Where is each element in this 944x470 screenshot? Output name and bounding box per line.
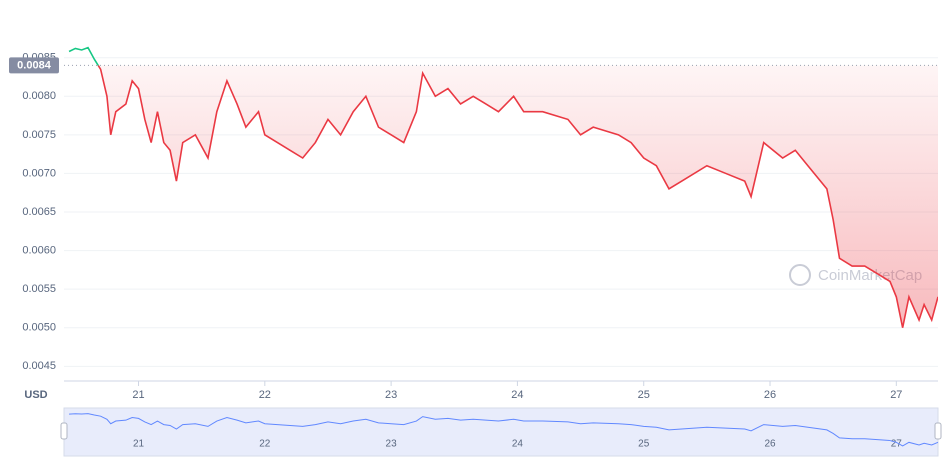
navigator-tick-label: 23 bbox=[386, 439, 398, 450]
y-tick-label: 0.0050 bbox=[22, 322, 56, 334]
navigator-tick-label: 26 bbox=[764, 439, 776, 450]
y-tick-label: 0.0080 bbox=[22, 90, 56, 102]
y-tick-label: 0.0075 bbox=[22, 129, 56, 141]
navigator-handle[interactable] bbox=[60, 422, 68, 440]
x-tick-label: 24 bbox=[511, 389, 523, 401]
x-tick-label: 21 bbox=[132, 389, 144, 401]
y-tick-label: 0.0065 bbox=[22, 206, 56, 218]
y-tick-label: 0.0070 bbox=[22, 167, 56, 179]
y-tick-label: 0.0055 bbox=[22, 283, 56, 295]
currency-label: USD bbox=[24, 389, 47, 401]
navigator-tick-label: 25 bbox=[638, 439, 650, 450]
navigator-tick-label: 24 bbox=[512, 439, 524, 450]
reference-label: 0.0084 bbox=[17, 59, 52, 71]
watermark-logo bbox=[789, 264, 811, 286]
navigator[interactable] bbox=[63, 407, 939, 457]
navigator-tick-label: 21 bbox=[133, 439, 145, 450]
price-line bbox=[97, 65, 938, 328]
navigator-tick-label: 27 bbox=[891, 439, 903, 450]
x-tick-label: 26 bbox=[764, 389, 776, 401]
x-tick-label: 22 bbox=[259, 389, 271, 401]
navigator-handle[interactable] bbox=[934, 422, 942, 440]
y-tick-label: 0.0060 bbox=[22, 245, 56, 257]
x-tick-label: 25 bbox=[638, 389, 650, 401]
area-fill bbox=[69, 65, 938, 328]
x-tick-label: 23 bbox=[385, 389, 397, 401]
navigator-tick-label: 22 bbox=[259, 439, 271, 450]
reference-badge bbox=[9, 57, 59, 74]
navigator-line bbox=[69, 413, 939, 447]
y-tick-label: 0.0045 bbox=[22, 360, 56, 372]
x-tick-label: 27 bbox=[890, 389, 902, 401]
